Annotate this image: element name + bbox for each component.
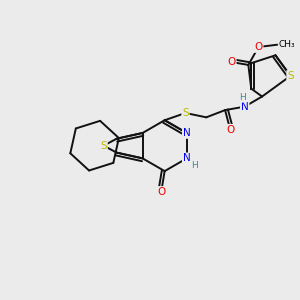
- Text: N: N: [183, 153, 190, 164]
- Text: O: O: [226, 125, 234, 135]
- Text: O: O: [157, 187, 165, 197]
- Text: N: N: [241, 102, 249, 112]
- Text: S: S: [182, 108, 189, 118]
- Text: N: N: [183, 128, 190, 138]
- Text: S: S: [287, 71, 294, 81]
- Text: H: H: [239, 93, 246, 102]
- Text: O: O: [254, 42, 262, 52]
- Text: S: S: [100, 141, 107, 151]
- Text: O: O: [227, 57, 236, 67]
- Text: H: H: [191, 161, 198, 170]
- Text: CH₃: CH₃: [279, 40, 295, 49]
